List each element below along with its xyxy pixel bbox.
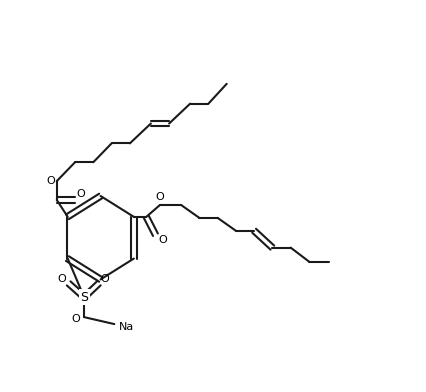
Text: O: O xyxy=(101,274,109,285)
Text: O: O xyxy=(72,314,81,324)
Text: O: O xyxy=(155,192,164,202)
Text: O: O xyxy=(158,235,167,245)
Text: O: O xyxy=(58,274,66,285)
Text: O: O xyxy=(46,176,55,186)
Text: Na: Na xyxy=(118,322,134,332)
Text: O: O xyxy=(76,189,85,199)
Text: S: S xyxy=(80,291,88,304)
